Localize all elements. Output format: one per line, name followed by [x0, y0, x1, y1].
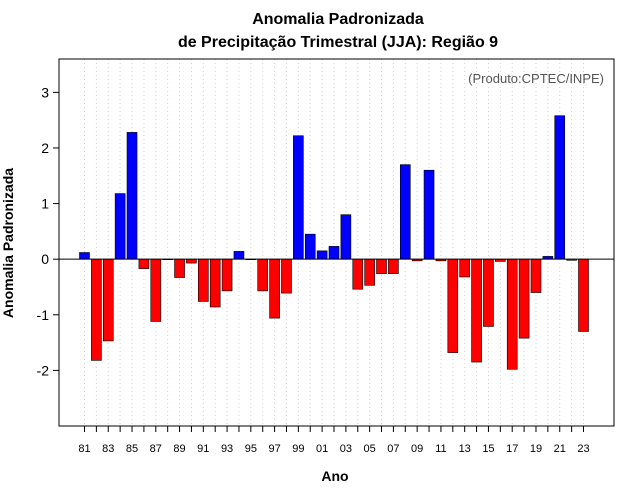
chart-title-line1: Anomalia Padronizada	[252, 11, 424, 28]
x-tick-label: 05	[364, 443, 376, 455]
x-tick-label: 97	[268, 443, 280, 455]
x-tick-label: 99	[292, 443, 304, 455]
bar-2007	[388, 258, 399, 274]
x-tick-label: 15	[482, 443, 494, 455]
x-tick-label: 11	[435, 443, 446, 455]
y-tick-label: 2	[41, 140, 49, 156]
bar-2017	[506, 258, 518, 370]
vertical-gridlines	[84, 59, 584, 426]
y-tick-label: 3	[41, 84, 49, 100]
bar-2018	[518, 258, 530, 339]
bar-2002	[328, 246, 340, 260]
bar-1998	[281, 258, 292, 294]
bar-2001	[316, 250, 328, 260]
bar-1993	[221, 258, 233, 292]
bar-1989	[174, 258, 185, 278]
bar-series	[79, 115, 589, 370]
bar-2000	[304, 233, 316, 260]
bar-2013	[459, 258, 470, 278]
x-tick-label: 21	[554, 443, 566, 455]
bar-2008	[399, 164, 411, 260]
y-tick-label: 1	[41, 196, 49, 212]
y-axis-label: Anomalia Padronizada	[0, 168, 16, 318]
x-axis-label: Ano	[321, 468, 348, 484]
chart-title-line2: de Precipitação Trimestral (JJA): Região…	[178, 34, 498, 51]
bar-1994	[233, 251, 245, 260]
bar-2019	[530, 258, 542, 293]
bar-1991	[198, 258, 209, 302]
x-tick-label: 17	[506, 443, 518, 455]
bar-2010	[423, 169, 435, 260]
bar-2004	[352, 258, 364, 290]
x-tick-label: 91	[197, 443, 209, 455]
bar-1997	[269, 258, 280, 319]
x-tick-label: 87	[150, 443, 162, 455]
x-tick-label: 09	[411, 443, 423, 455]
x-tick-label: 89	[173, 443, 185, 455]
bar-1982	[91, 258, 102, 361]
bar-2021	[554, 115, 566, 260]
x-tick-label: 83	[102, 443, 114, 455]
y-tick-label: -2	[37, 362, 50, 378]
x-tick-label: 07	[387, 443, 399, 455]
x-axis: 81 83 85 87 89 91 93 95 97 99 01 03 05 07 09 11 13 15 17 19…	[78, 426, 590, 455]
x-tick-label: 93	[221, 443, 233, 455]
x-tick-label: 95	[245, 443, 257, 455]
bar-2014	[471, 258, 482, 363]
bar-1992	[209, 258, 221, 308]
x-tick-label: 03	[340, 443, 352, 455]
bar-2003	[340, 214, 352, 260]
bar-1987	[150, 258, 162, 322]
y-tick-label: 0	[41, 251, 49, 267]
y-axis: -2 -1 0 1 2 3	[37, 84, 59, 378]
x-tick-label: 19	[530, 443, 542, 455]
x-tick-label: 13	[459, 443, 471, 455]
credit-text: (Produto:CPTEC/INPE)	[468, 71, 604, 86]
bar-1985	[126, 132, 138, 260]
bar-1999	[293, 135, 304, 260]
plot-frame	[58, 58, 615, 427]
bar-1986	[138, 258, 150, 269]
x-tick-label: 01	[316, 443, 328, 455]
bar-2012	[447, 258, 459, 353]
bar-2023	[578, 258, 589, 332]
bar-2006	[376, 258, 387, 274]
x-tick-label: 85	[126, 443, 138, 455]
bar-1984	[114, 193, 126, 260]
bar-2015	[483, 258, 494, 327]
bar-1983	[102, 258, 114, 342]
y-tick-label: -1	[37, 307, 50, 323]
bar-1981	[79, 252, 90, 260]
bar-1996	[257, 258, 269, 292]
x-tick-label: 81	[78, 443, 90, 455]
bar-2005	[364, 258, 375, 286]
x-tick-label: 23	[577, 443, 589, 455]
bar-1990	[186, 258, 197, 264]
